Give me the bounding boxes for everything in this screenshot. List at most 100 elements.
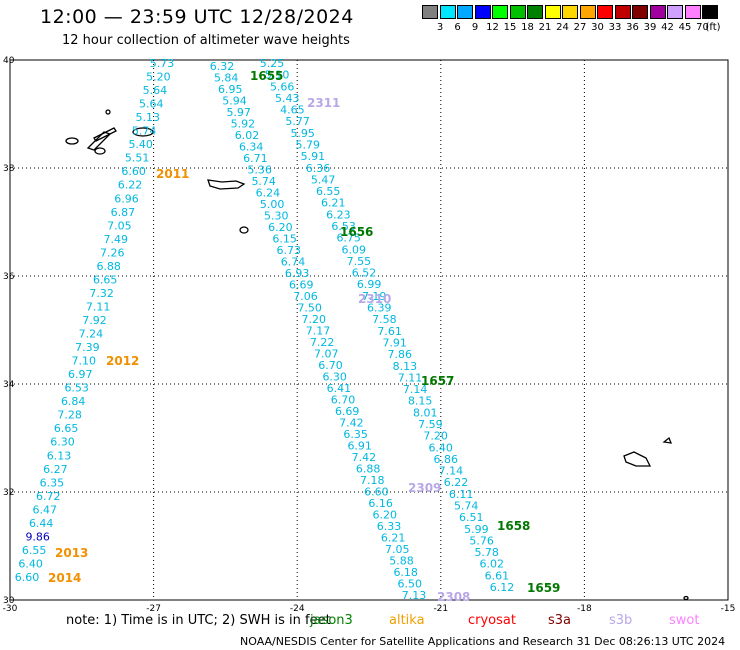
island-faial [86, 131, 112, 151]
legend-unit: (ft) [705, 22, 721, 33]
wave-height-label: 7.20 [302, 313, 327, 326]
y-tick-label: 32 [3, 488, 14, 498]
wave-height-label: 5.88 [389, 555, 414, 568]
wave-height-label: 8.01 [413, 406, 438, 419]
wave-height-label: 6.55 [316, 185, 341, 198]
wave-height-label: 7.39 [75, 341, 100, 354]
legend-label: 12 [486, 22, 499, 33]
wave-height-label: 5.20 [146, 71, 171, 84]
wave-height-label: 6.34 [239, 141, 264, 154]
legend-label: 18 [521, 22, 534, 33]
wave-height-label: 5.64 [143, 84, 168, 97]
wave-height-label: 5.74 [132, 125, 157, 138]
pass-time-label: 2013 [55, 546, 88, 560]
wave-height-label: 5.64 [139, 98, 164, 111]
island-selvagens [683, 595, 689, 601]
wave-height-label: 6.30 [50, 436, 75, 449]
wave-height-label: 6.51 [459, 511, 484, 524]
wave-height-label: 5.73 [150, 57, 175, 70]
wave-height-label: 6.16 [368, 497, 393, 510]
wave-height-label: 6.86 [434, 453, 459, 466]
wave-height-label: 6.32 [210, 60, 235, 73]
pass-time-labels: 1655 2311 2011 1656 2310 2012 1657 2309 1658 2013… [48, 69, 560, 604]
wave-height-label: 6.70 [331, 394, 356, 407]
legend-label: 33 [608, 22, 622, 33]
mission-label: swot [669, 613, 700, 628]
wave-height-label: 7.24 [79, 328, 104, 341]
wave-height-label: 6.84 [61, 395, 86, 408]
pass-time-label: 1659 [527, 581, 560, 595]
wave-height-label: 6.53 [64, 382, 89, 395]
wave-height-label: 8.13 [393, 360, 418, 373]
wave-height-label: 7.11 [398, 371, 423, 384]
wave-height-label: 6.44 [29, 517, 54, 530]
legend-swatch [667, 5, 683, 19]
wave-height-label: 7.49 [104, 233, 129, 246]
legend-swatch [614, 5, 631, 19]
wave-height-label: 6.70 [318, 359, 343, 372]
wave-height-label: 6.35 [40, 476, 65, 489]
wave-height-label: 7.06 [293, 290, 318, 303]
wave-height-label: 6.60 [15, 571, 40, 584]
legend-label: 30 [591, 22, 604, 33]
x-tick-label: -24 [290, 604, 305, 614]
island-pico [94, 147, 106, 155]
legend-swatch [562, 5, 578, 19]
wave-height-label: 6.33 [377, 520, 402, 533]
island-santa-maria [239, 226, 249, 234]
wave-height-label: 6.36 [306, 162, 331, 175]
wave-height-label: 7.20 [423, 430, 448, 443]
wave-height-label: 7.32 [89, 287, 114, 300]
wave-height-label: 6.88 [356, 463, 381, 476]
wave-height-label: 7.14 [439, 465, 464, 478]
pass-time-label: 2014 [48, 571, 81, 585]
wave-height-label: 6.30 [322, 371, 347, 384]
footer-credit: NOAA/NESDIS Center for Satellite Applica… [240, 635, 726, 648]
wave-height-label: 5.97 [226, 106, 251, 119]
chart-title: 12:00 — 23:59 UTC 12/28/2024 [40, 6, 354, 28]
legend-label: 24 [556, 22, 569, 33]
wave-height-label: 7.17 [306, 325, 331, 338]
legend-swatch [702, 5, 718, 19]
wave-height-label: 6.99 [357, 278, 382, 291]
wave-height-label: 6.21 [381, 532, 406, 545]
pass-time-label: 1658 [497, 519, 530, 533]
wave-height-label: 6.71 [243, 152, 268, 165]
wave-height-label: 6.12 [490, 581, 515, 594]
wave-height-label: 5.47 [311, 173, 336, 186]
y-tick-label: 36 [3, 272, 15, 282]
wave-height-label: 7.07 [314, 348, 339, 361]
wave-height-label: 6.74 [281, 256, 306, 269]
legend-swatch [439, 5, 456, 19]
wave-height-label: 5.51 [125, 152, 150, 165]
wave-height-label: 6.88 [96, 260, 121, 273]
x-tick-label: -27 [146, 604, 161, 614]
legend-label: 70 [696, 22, 709, 33]
wave-height-label: 6.69 [335, 405, 360, 418]
legend-swatch [544, 5, 561, 19]
legend-swatch [509, 5, 526, 19]
wave-height-label: 6.91 [347, 440, 372, 453]
wave-height-label: 6.24 [256, 187, 281, 200]
mission-label: altika [389, 613, 425, 628]
wave-height-label: 5.95 [290, 127, 315, 140]
wave-height-label: 6.97 [68, 368, 93, 381]
wave-height-label: 7.61 [377, 325, 402, 338]
wave-height-label: 7.50 [297, 302, 322, 315]
wave-height-label: 6.69 [289, 279, 314, 292]
wave-height-label: 7.22 [310, 336, 335, 349]
wave-height-label: 6.27 [43, 463, 68, 476]
legend-label: 36 [626, 22, 639, 33]
wave-height-label: 5.43 [275, 92, 300, 105]
x-tick-label: -15 [721, 604, 736, 614]
wave-height-label: 6.22 [118, 179, 143, 192]
pass-time-label: 2308 [437, 590, 470, 604]
pass-time-label: 2310 [358, 292, 391, 306]
wave-height-label: 6.60 [364, 486, 389, 499]
wave-height-label: 5.25 [260, 57, 285, 70]
wave-height-label: 7.19 [362, 290, 387, 303]
wave-height-label: 5.84 [214, 72, 239, 85]
mission-label: s3b [609, 613, 633, 628]
legend-swatch [474, 5, 491, 19]
